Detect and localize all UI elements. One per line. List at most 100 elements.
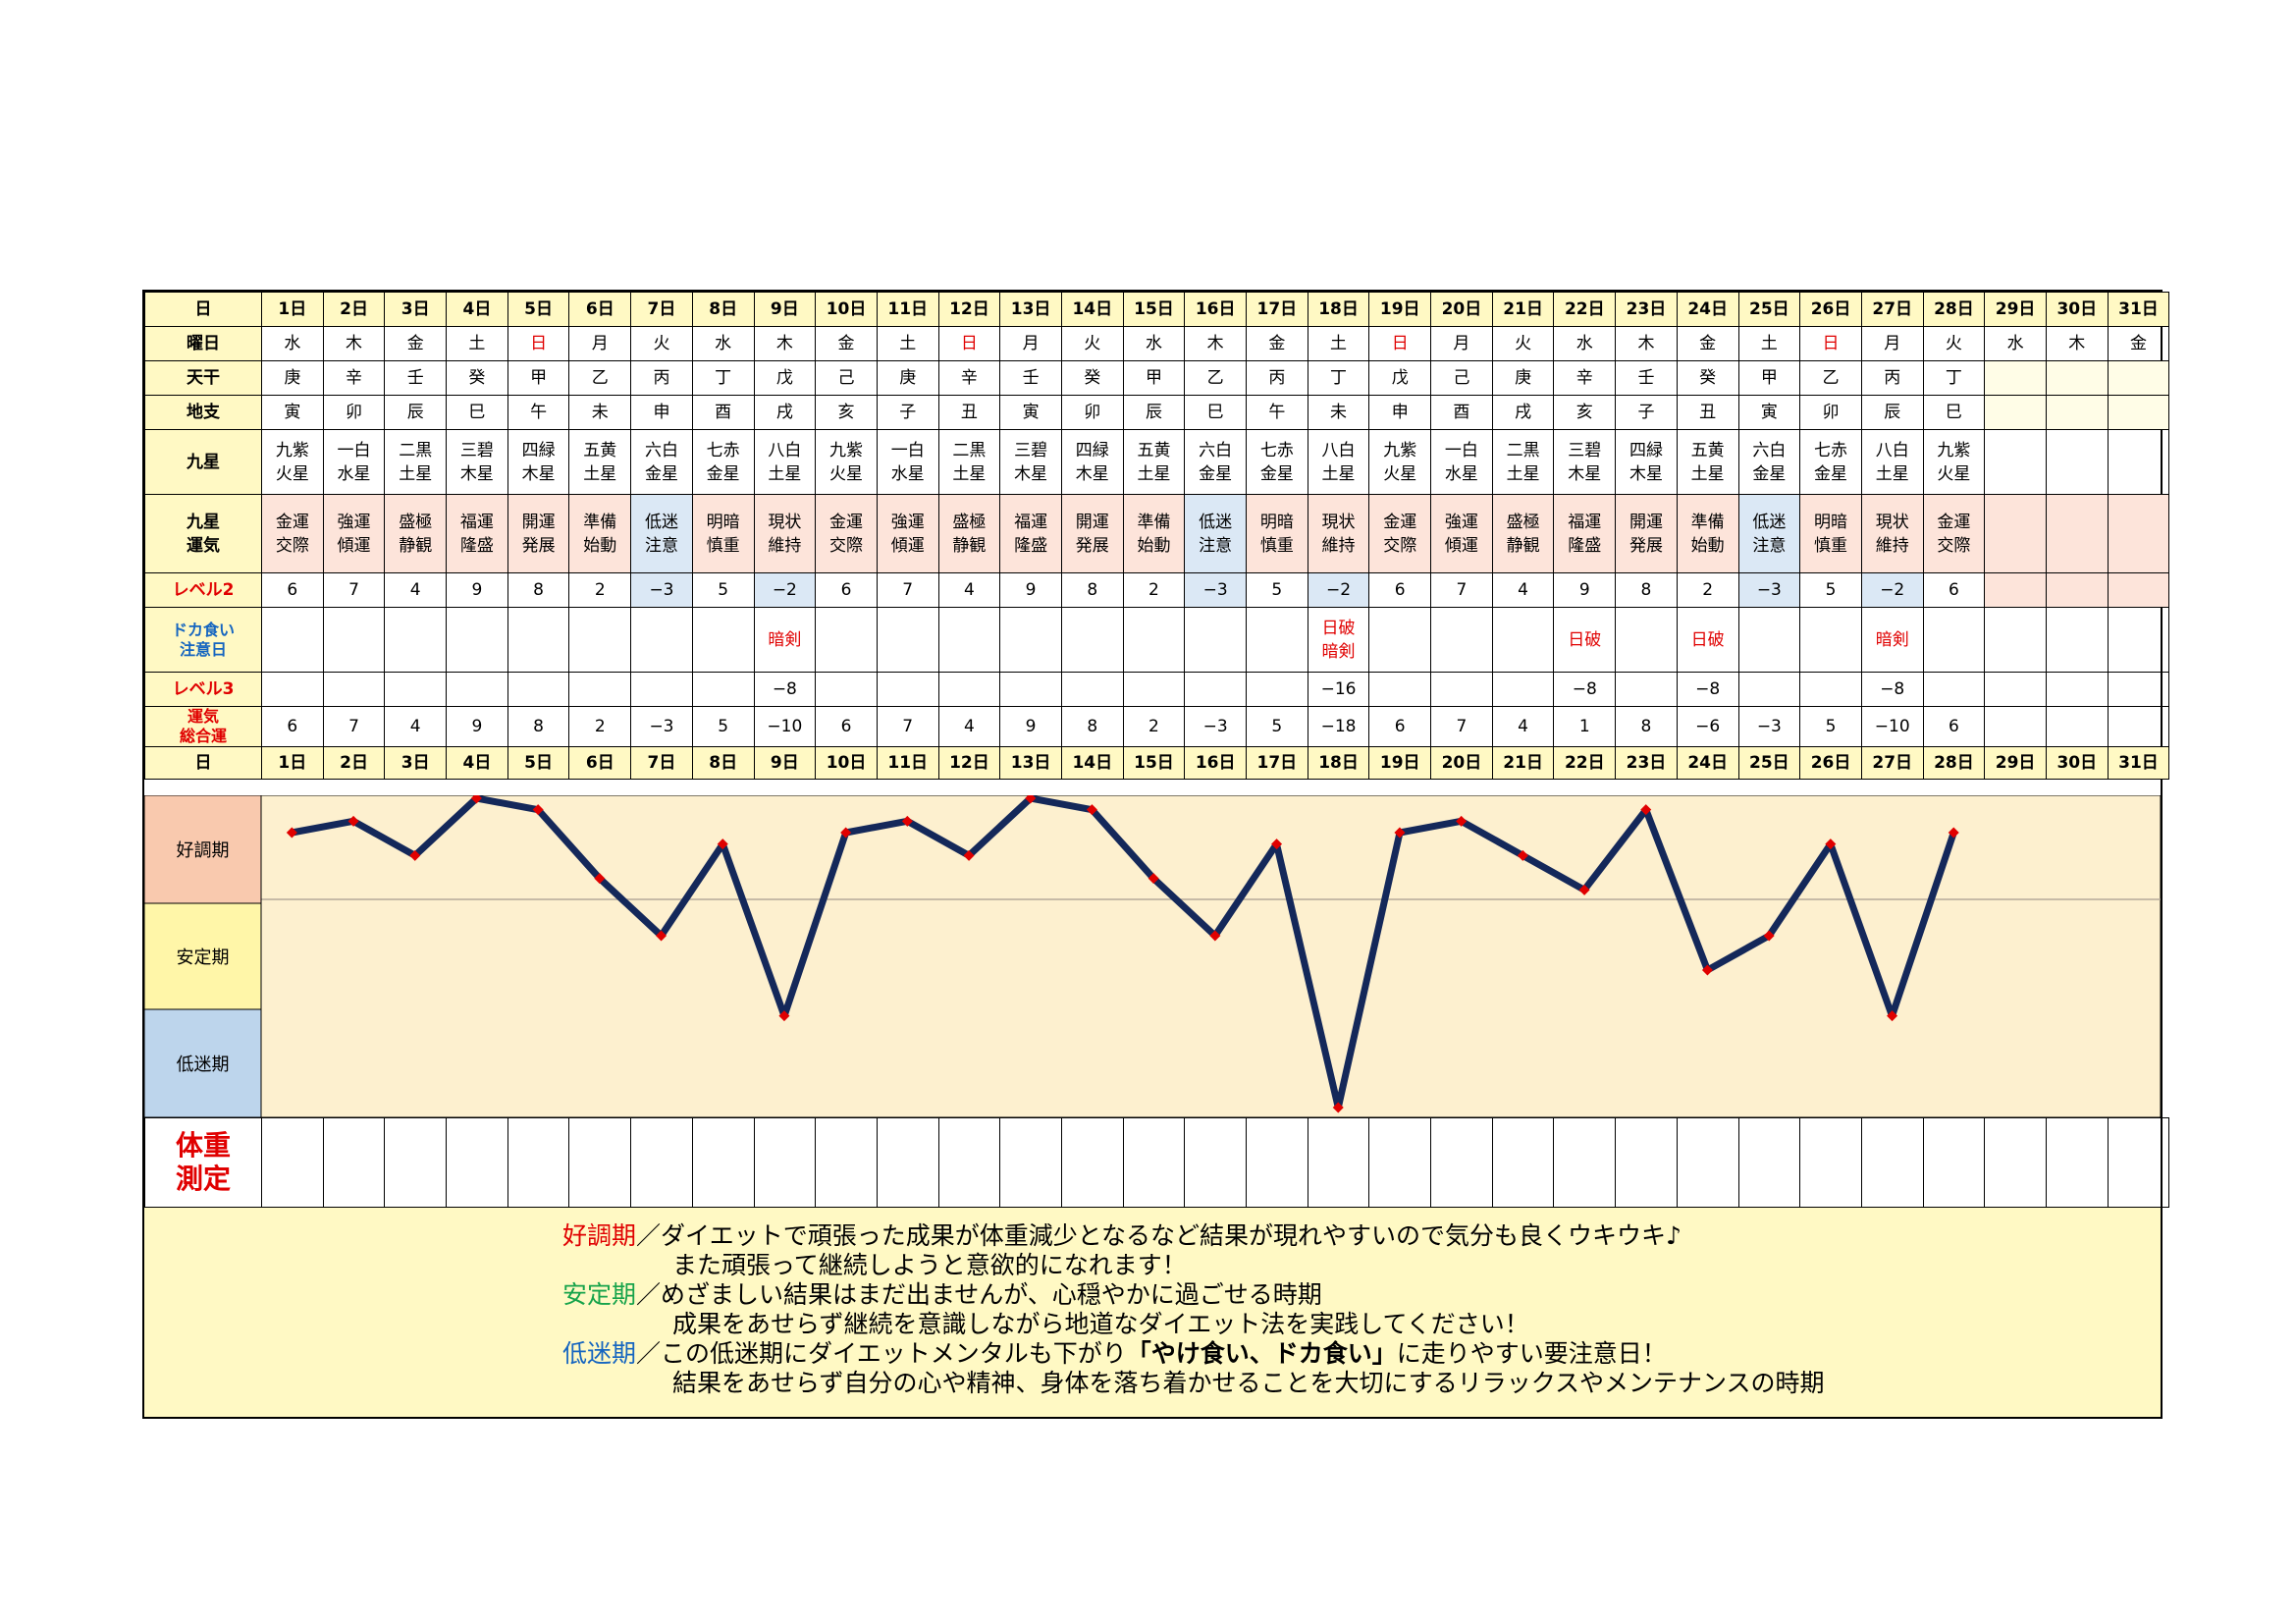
level2-cell	[2107, 572, 2170, 608]
weight-input-cell[interactable]	[1430, 1117, 1493, 1208]
weight-input-cell[interactable]	[322, 1117, 386, 1208]
doka-cell	[1184, 607, 1247, 673]
weight-input-cell[interactable]	[1307, 1117, 1370, 1208]
weekday-cell: 土	[876, 326, 939, 361]
unki-cell: 金運 交際	[1922, 494, 1986, 573]
weight-input-cell[interactable]	[691, 1117, 755, 1208]
tenkan-cell: 辛	[937, 360, 1001, 396]
weight-input-cell[interactable]	[1799, 1117, 1862, 1208]
weight-input-cell[interactable]	[937, 1117, 1001, 1208]
unki-cell	[2107, 494, 2170, 573]
data-point	[532, 804, 544, 816]
kyusei-cell: 二黒 土星	[1491, 429, 1555, 495]
weight-input-cell[interactable]	[1368, 1117, 1432, 1208]
weight-input-cell[interactable]	[1122, 1117, 1186, 1208]
unki-cell: 低迷 注意	[1184, 494, 1247, 573]
weight-input-cell[interactable]	[876, 1117, 939, 1208]
day-bottom-cell: 18日	[1307, 746, 1370, 780]
day-bottom-cell: 31日	[2107, 746, 2170, 780]
data-point	[901, 815, 913, 827]
level2-cell: 4	[1491, 572, 1555, 608]
total-cell: 1	[1553, 706, 1617, 747]
day-cell: 23日	[1615, 292, 1678, 327]
tenkan-cell: 己	[815, 360, 878, 396]
unki-cell: 準備 始動	[1676, 494, 1739, 573]
level2-cell: −2	[753, 572, 817, 608]
day-cell: 31日	[2107, 292, 2170, 327]
weight-input-cell[interactable]	[1060, 1117, 1124, 1208]
weight-input-cell[interactable]	[1860, 1117, 1924, 1208]
kyusei-cell: 三碧 木星	[1553, 429, 1617, 495]
weight-input-cell[interactable]	[753, 1117, 817, 1208]
legend-low-text-1c: に走りやすい要注意日！	[1396, 1339, 1667, 1368]
legend-low-text-1b: 「やけ食い、ドカ食い」	[1126, 1339, 1397, 1368]
weight-input-cell[interactable]	[1184, 1117, 1247, 1208]
level2-cell: 4	[937, 572, 1001, 608]
weight-input-cell[interactable]	[384, 1117, 448, 1208]
doka-cell	[568, 607, 632, 673]
day-bottom-cell: 15日	[1122, 746, 1186, 780]
total-cell: 7	[1430, 706, 1493, 747]
tenkan-cell: 庚	[261, 360, 324, 396]
weight-input-cell[interactable]	[1553, 1117, 1617, 1208]
chishi-cell: 寅	[1737, 395, 1801, 430]
label-kyusei: 九星	[144, 429, 262, 495]
chishi-cell: 辰	[1860, 395, 1924, 430]
level3-cell	[1737, 672, 1801, 707]
label-doka: ドカ食い 注意日	[144, 607, 262, 673]
fortune-line-chart: 好調期 安定期 低迷期	[144, 795, 2161, 1117]
chishi-cell: 亥	[815, 395, 878, 430]
doka-cell	[1430, 607, 1493, 673]
day-cell: 12日	[937, 292, 1001, 327]
level2-cell: 6	[815, 572, 878, 608]
data-point	[1640, 804, 1652, 816]
data-point	[963, 849, 975, 861]
chishi-cell: 巳	[1922, 395, 1986, 430]
weight-input-cell[interactable]	[630, 1117, 693, 1208]
data-point	[1887, 1010, 1898, 1022]
weekday-cell: 木	[2045, 326, 2109, 361]
label-total: 運気 総合運	[144, 706, 262, 747]
tenkan-cell	[2045, 360, 2109, 396]
weight-input-cell[interactable]	[1246, 1117, 1308, 1208]
weight-input-cell[interactable]	[1984, 1117, 2047, 1208]
weight-input-cell[interactable]	[507, 1117, 570, 1208]
row-doka: ドカ食い 注意日 暗剣 日破 暗剣 日破 日破 暗剣	[144, 607, 2170, 673]
kyusei-cell: 七赤 金星	[1246, 429, 1308, 495]
weight-input-cell[interactable]	[2045, 1117, 2109, 1208]
weight-input-cell[interactable]	[815, 1117, 878, 1208]
kyusei-cell: 六白 金星	[630, 429, 693, 495]
day-cell: 3日	[384, 292, 448, 327]
level2-cell: 2	[568, 572, 632, 608]
weight-input-cell[interactable]	[2107, 1117, 2170, 1208]
weight-input-cell[interactable]	[261, 1117, 324, 1208]
weight-input-cell[interactable]	[1676, 1117, 1739, 1208]
unki-cell: 金運 交際	[815, 494, 878, 573]
day-bottom-cell: 27日	[1860, 746, 1924, 780]
unki-cell: 低迷 注意	[1737, 494, 1801, 573]
day-bottom-cell: 21日	[1491, 746, 1555, 780]
plot-background	[260, 795, 2161, 1117]
unki-cell: 開運 発展	[1060, 494, 1124, 573]
day-bottom-cell: 17日	[1246, 746, 1308, 780]
unki-cell: 準備 始動	[568, 494, 632, 573]
day-cell: 22日	[1553, 292, 1617, 327]
unki-cell: 金運 交際	[1368, 494, 1432, 573]
day-cell: 2日	[322, 292, 386, 327]
chishi-cell: 亥	[1553, 395, 1617, 430]
unki-cell: 低迷 注意	[630, 494, 693, 573]
chishi-cell	[1984, 395, 2047, 430]
weight-input-cell[interactable]	[1491, 1117, 1555, 1208]
weight-input-cell[interactable]	[446, 1117, 508, 1208]
weight-input-cell[interactable]	[999, 1117, 1062, 1208]
unki-cell: 強運 傾運	[322, 494, 386, 573]
weight-input-cell[interactable]	[568, 1117, 632, 1208]
level3-cell	[261, 672, 324, 707]
day-bottom-cell: 7日	[630, 746, 693, 780]
weight-input-cell[interactable]	[1737, 1117, 1801, 1208]
weight-input-cell[interactable]	[1922, 1117, 1986, 1208]
kyusei-cell: 六白 金星	[1737, 429, 1801, 495]
chishi-cell: 子	[876, 395, 939, 430]
weight-input-cell[interactable]	[1615, 1117, 1678, 1208]
doka-cell	[999, 607, 1062, 673]
